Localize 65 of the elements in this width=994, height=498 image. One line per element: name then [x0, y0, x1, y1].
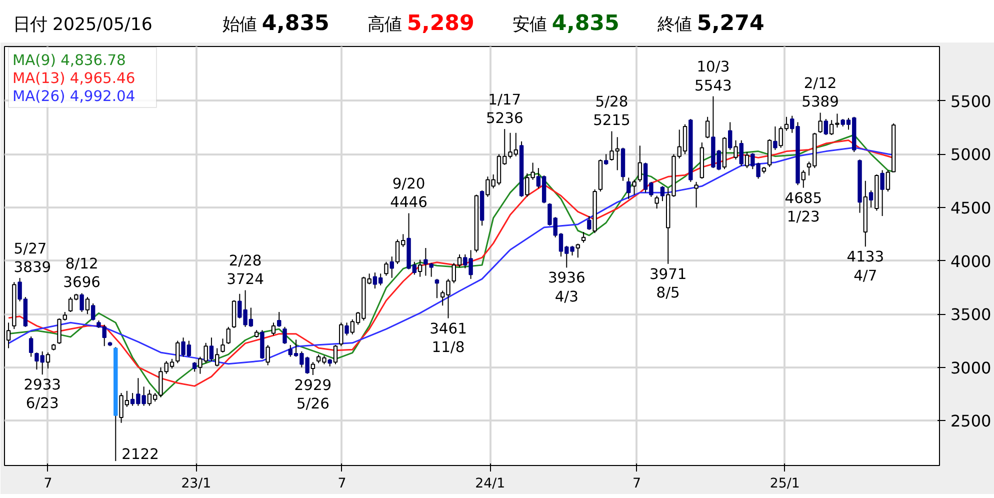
candlestick	[576, 243, 580, 258]
text: MA(26) 4,992.04	[12, 88, 136, 105]
candlestick	[46, 352, 50, 369]
annotation: 10/3 5543	[694, 58, 732, 94]
candlestick	[333, 344, 338, 365]
text: 終値 5,274	[657, 11, 764, 36]
annotation: 5/27 3839	[14, 240, 52, 276]
x-tick-label: 24/1	[475, 476, 506, 492]
candlestick	[215, 348, 220, 367]
candlestick	[886, 170, 890, 192]
annotation: 8/12 3696	[63, 256, 100, 292]
candlestick	[705, 116, 710, 139]
candlestick	[220, 338, 225, 353]
x-tick-label: 7	[632, 476, 641, 492]
annotation: 3461 11/8	[430, 320, 467, 356]
y-tick-label: 5000	[950, 145, 992, 164]
x-tick-label: 7	[44, 476, 52, 492]
text: 始値 4,835	[222, 11, 330, 36]
candlestick	[339, 322, 344, 347]
annotation: 5/28 5215	[593, 94, 630, 130]
candlestick	[282, 326, 287, 344]
y-tick-label: 3000	[950, 358, 992, 378]
candlestick	[632, 179, 636, 196]
y-tick-label: 4000	[950, 252, 992, 271]
annotation: 4685 1/23	[784, 190, 822, 226]
candlestick	[734, 140, 738, 160]
candlestick	[654, 195, 659, 210]
chart-title: 日付 2025/05/16	[13, 15, 152, 35]
candlestick	[638, 145, 642, 182]
annotation: 2/28 3724	[226, 252, 264, 288]
annotation: 4133 4/7	[846, 248, 884, 284]
annotation: 1/17 5236	[486, 91, 524, 128]
y-tick-label: 3500	[950, 305, 992, 324]
candlestick	[434, 278, 440, 299]
candlestick	[384, 261, 388, 276]
candlestick	[418, 259, 422, 278]
annotation: 3971 8/5	[649, 266, 687, 302]
y-tick-label: 5500	[950, 92, 992, 111]
candlestick	[28, 336, 34, 358]
candlestick	[176, 340, 180, 364]
candlestick	[818, 112, 822, 134]
y-tick-label: 4500	[950, 198, 992, 218]
candlestick	[801, 170, 806, 188]
annotation: 2122	[122, 446, 159, 464]
candlestick	[694, 181, 698, 208]
x-tick-label: 23/1	[181, 476, 212, 492]
text: MA(13) 4,965.46	[12, 70, 136, 87]
candlestick	[266, 344, 270, 366]
annotation: 2/12 5389	[802, 75, 839, 111]
text: 安値 4,835	[512, 11, 620, 36]
candlestick	[310, 362, 316, 376]
candlestick	[226, 326, 230, 344]
annotation: 9/20 4446	[390, 176, 428, 212]
y-tick-label: 2500	[950, 412, 992, 431]
text: 高値 5,289	[367, 11, 474, 36]
annotation: 3936 4/3	[548, 270, 586, 306]
annotation: 2933 6/23	[24, 376, 62, 412]
text: MA(9) 4,836.78	[12, 52, 126, 69]
annotation: 2929 5/26	[294, 376, 332, 413]
candlestick	[85, 296, 90, 315]
candlestick	[581, 232, 586, 244]
candlestick	[271, 322, 276, 336]
x-tick-label: 25/1	[770, 476, 800, 492]
candlestick	[744, 152, 750, 169]
x-tick-label: 7	[338, 476, 346, 492]
